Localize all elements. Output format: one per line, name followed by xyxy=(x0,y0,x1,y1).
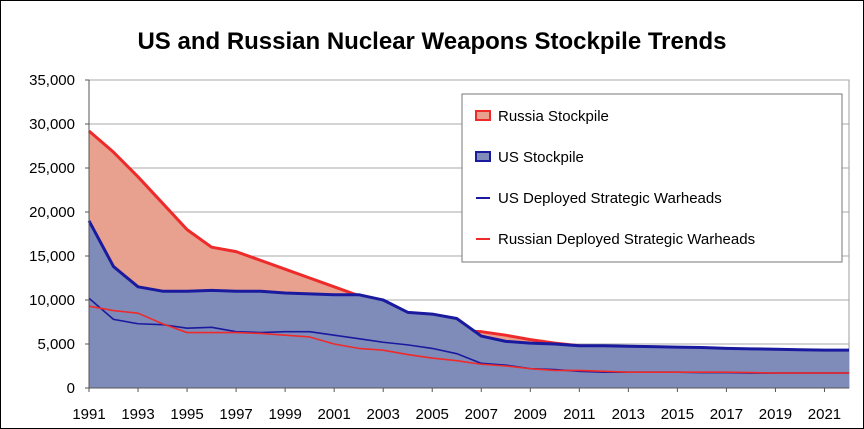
x-tick-label-2021: 2021 xyxy=(808,406,841,423)
legend-swatch-russia-stockpile xyxy=(475,110,491,121)
legend-item-us-deployed: US Deployed Strategic Warheads xyxy=(476,190,722,207)
axes xyxy=(85,79,849,392)
y-tick-label-35000: 35,000 xyxy=(29,72,75,89)
y-tick-label-20000: 20,000 xyxy=(29,204,75,221)
x-tick-labels: 1991 1993 1995 1997 1999 2001 2003 2005 2007 2009… xyxy=(72,406,841,423)
legend-label-russian-deployed: Russian Deployed Strategic Warheads xyxy=(498,231,755,248)
x-tick-label-2001: 2001 xyxy=(317,406,350,423)
area-us-stockpile xyxy=(89,220,849,388)
x-tick-label-2011: 2011 xyxy=(563,406,595,423)
line-series xyxy=(88,297,849,374)
x-tick-label-2007: 2007 xyxy=(465,406,498,423)
x-tick-label-2009: 2009 xyxy=(514,406,547,423)
y-tick-label-5000: 5,000 xyxy=(37,336,75,353)
y-tick-labels: 0 5,000 10,000 15,000 20,000 25,000 30,000 35,0… xyxy=(29,72,75,397)
x-tick-label-2003: 2003 xyxy=(367,406,400,423)
legend-item-us-stockpile: US Stockpile xyxy=(475,149,584,166)
x-tick-label-1991: 1991 xyxy=(72,406,105,423)
x-tick-label-1993: 1993 xyxy=(121,406,154,423)
chart-title: US and Russian Nuclear Weapons Stockpile… xyxy=(137,28,727,55)
x-tick-label-2015: 2015 xyxy=(661,406,694,423)
x-tick-label-1995: 1995 xyxy=(170,406,203,423)
x-tick-label-1999: 1999 xyxy=(268,406,301,423)
legend-item-russian-deployed: Russian Deployed Strategic Warheads xyxy=(476,231,755,248)
y-tick-label-0: 0 xyxy=(67,380,75,397)
legend-swatch-us-stockpile xyxy=(475,151,491,162)
x-tick-label-2013: 2013 xyxy=(612,406,645,423)
area-series xyxy=(87,129,850,389)
x-tick-label-2019: 2019 xyxy=(759,406,792,423)
line-russian-deployed-strategic-warheads xyxy=(88,305,849,374)
y-tick-label-25000: 25,000 xyxy=(29,160,75,177)
legend-box xyxy=(461,93,843,263)
legend: Russia Stockpile US Stockpile US Deploye… xyxy=(461,93,843,263)
y-tick-label-15000: 15,000 xyxy=(29,248,75,265)
y-tick-label-30000: 30,000 xyxy=(29,116,75,133)
x-tick-label-2005: 2005 xyxy=(416,406,449,423)
legend-label-us-stockpile: US Stockpile xyxy=(498,149,584,166)
x-tick-label-1997: 1997 xyxy=(219,406,252,423)
legend-label-russia-stockpile: Russia Stockpile xyxy=(498,108,609,125)
area-outline-us-stockpile xyxy=(87,220,849,352)
y-tick-label-10000: 10,000 xyxy=(29,292,75,309)
legend-label-us-deployed: US Deployed Strategic Warheads xyxy=(498,190,722,207)
legend-item-russia-stockpile: Russia Stockpile xyxy=(475,108,609,125)
x-tick-label-2017: 2017 xyxy=(710,406,743,423)
